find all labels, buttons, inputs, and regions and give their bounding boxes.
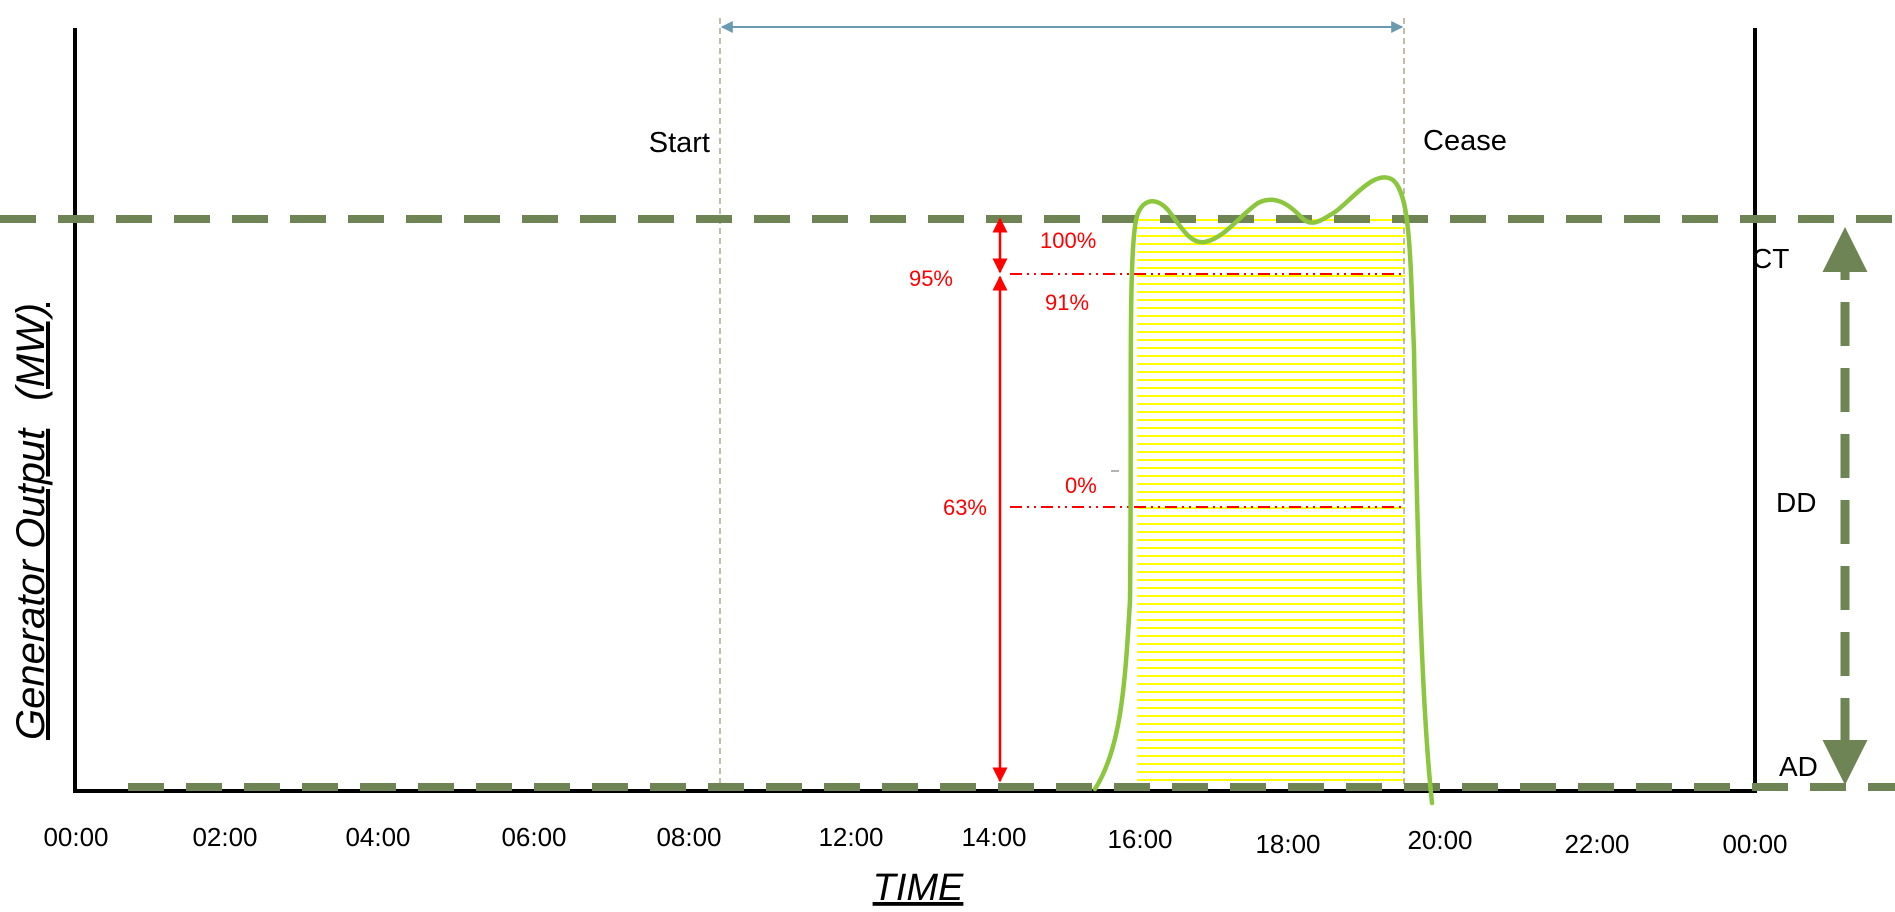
x-tick: 00:00 bbox=[43, 822, 108, 852]
ad-label: AD bbox=[1779, 751, 1818, 782]
svg-text:Generator Output(MW): Generator Output (MW) bbox=[9, 303, 53, 740]
x-tick-labels: 00:00 02:00 04:00 06:00 08:00 12:00 14:0… bbox=[43, 822, 1787, 859]
y-axis-title-unit: (MW) bbox=[9, 303, 53, 401]
x-tick: 08:00 bbox=[656, 822, 721, 852]
x-tick: 18:00 bbox=[1255, 829, 1320, 859]
dd-label: DD bbox=[1776, 487, 1816, 518]
delivered-energy-shading bbox=[1137, 219, 1405, 787]
y-axis-title-main: Generator Output bbox=[9, 427, 53, 740]
x-tick: 22:00 bbox=[1564, 829, 1629, 859]
y-axis-title: Generator Output (MW) bbox=[9, 303, 53, 740]
x-tick: 00:00 bbox=[1722, 829, 1787, 859]
pct-91-label: 91% bbox=[1045, 290, 1089, 315]
x-axis-title: TIME bbox=[873, 867, 964, 909]
pct-0-label: 0% bbox=[1065, 473, 1097, 498]
pct-63-label: 63% bbox=[943, 495, 987, 520]
cease-label: Cease bbox=[1423, 125, 1507, 157]
x-tick: 06:00 bbox=[501, 822, 566, 852]
x-tick: 14:00 bbox=[961, 822, 1026, 852]
generator-output-line bbox=[1092, 175, 1435, 806]
x-tick: 12:00 bbox=[818, 822, 883, 852]
start-label: Start bbox=[649, 127, 710, 159]
ct-label: CT bbox=[1752, 243, 1789, 274]
x-tick: 20:00 bbox=[1407, 825, 1472, 855]
pct-100-label: 100% bbox=[1040, 228, 1096, 253]
pct-95-label: 95% bbox=[909, 266, 953, 291]
x-tick: 16:00 bbox=[1107, 824, 1172, 854]
x-tick: 02:00 bbox=[192, 822, 257, 852]
x-tick: 04:00 bbox=[345, 822, 410, 852]
